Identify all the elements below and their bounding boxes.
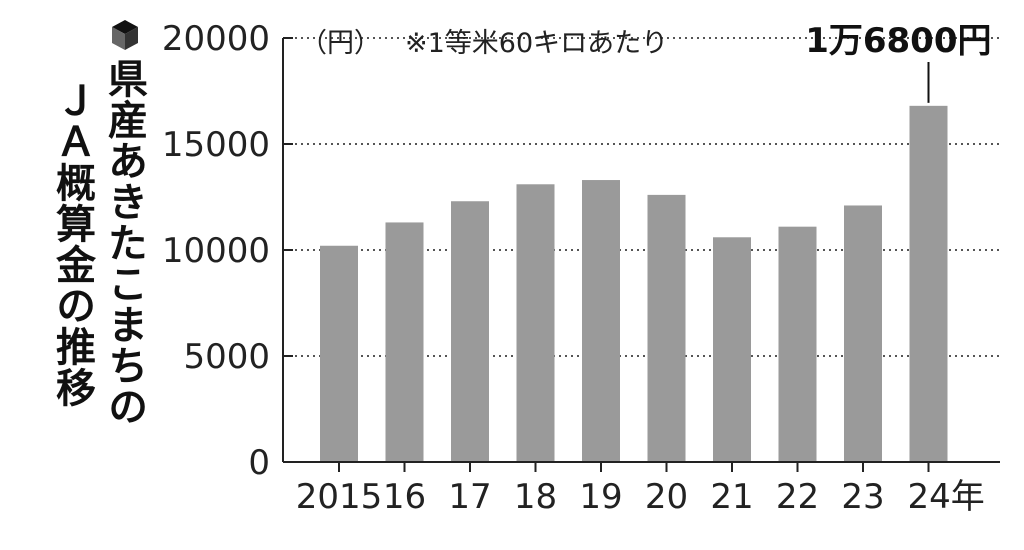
unit-label: （円） — [300, 28, 381, 59]
x-tick-label: 20 — [645, 477, 688, 517]
y-tick-label: 15000 — [162, 125, 270, 165]
x-tick-label: 24年 — [908, 477, 985, 517]
bar — [713, 237, 751, 462]
note-label: ※1等米60キロあたり — [405, 28, 668, 59]
chart-title: 県産あきたこまちの ＪＡ概算金の推移 — [18, 8, 148, 528]
y-tick-labels: 0 5000 10000 15000 20000 — [162, 19, 270, 483]
bars — [320, 105, 948, 463]
bar — [909, 105, 948, 462]
x-tick-labels: 2015 16 17 18 19 20 21 22 23 24年 — [296, 477, 985, 517]
x-tick-label: 17 — [448, 477, 491, 517]
x-tick-label: 22 — [776, 477, 819, 517]
cube-icon — [112, 20, 138, 50]
x-tick-label: 23 — [841, 477, 884, 517]
y-tick-label: 20000 — [162, 19, 270, 59]
axes — [282, 38, 1000, 472]
bar — [516, 184, 555, 462]
x-tick-label: 2015 — [296, 477, 383, 517]
bar — [320, 245, 358, 462]
bar — [582, 180, 620, 463]
bar — [844, 205, 882, 463]
bar — [385, 222, 424, 462]
x-tick-label: 18 — [514, 477, 557, 517]
bar — [451, 201, 489, 463]
y-tick-label: 0 — [248, 443, 270, 483]
bar — [647, 194, 686, 462]
x-tick-label: 19 — [579, 477, 622, 517]
x-tick-label: 21 — [710, 477, 753, 517]
title-line-1: 県産あきたこまちの — [101, 58, 147, 427]
annotation-text: 1万6800円 — [805, 21, 991, 61]
y-tick-label: 10000 — [162, 231, 270, 271]
annotation: 1万6800円 — [805, 21, 992, 103]
title-line-2: ＪＡ概算金の推移 — [49, 80, 95, 408]
y-tick-label: 5000 — [183, 337, 270, 377]
bar — [778, 226, 817, 462]
x-tick-label: 16 — [383, 477, 426, 517]
